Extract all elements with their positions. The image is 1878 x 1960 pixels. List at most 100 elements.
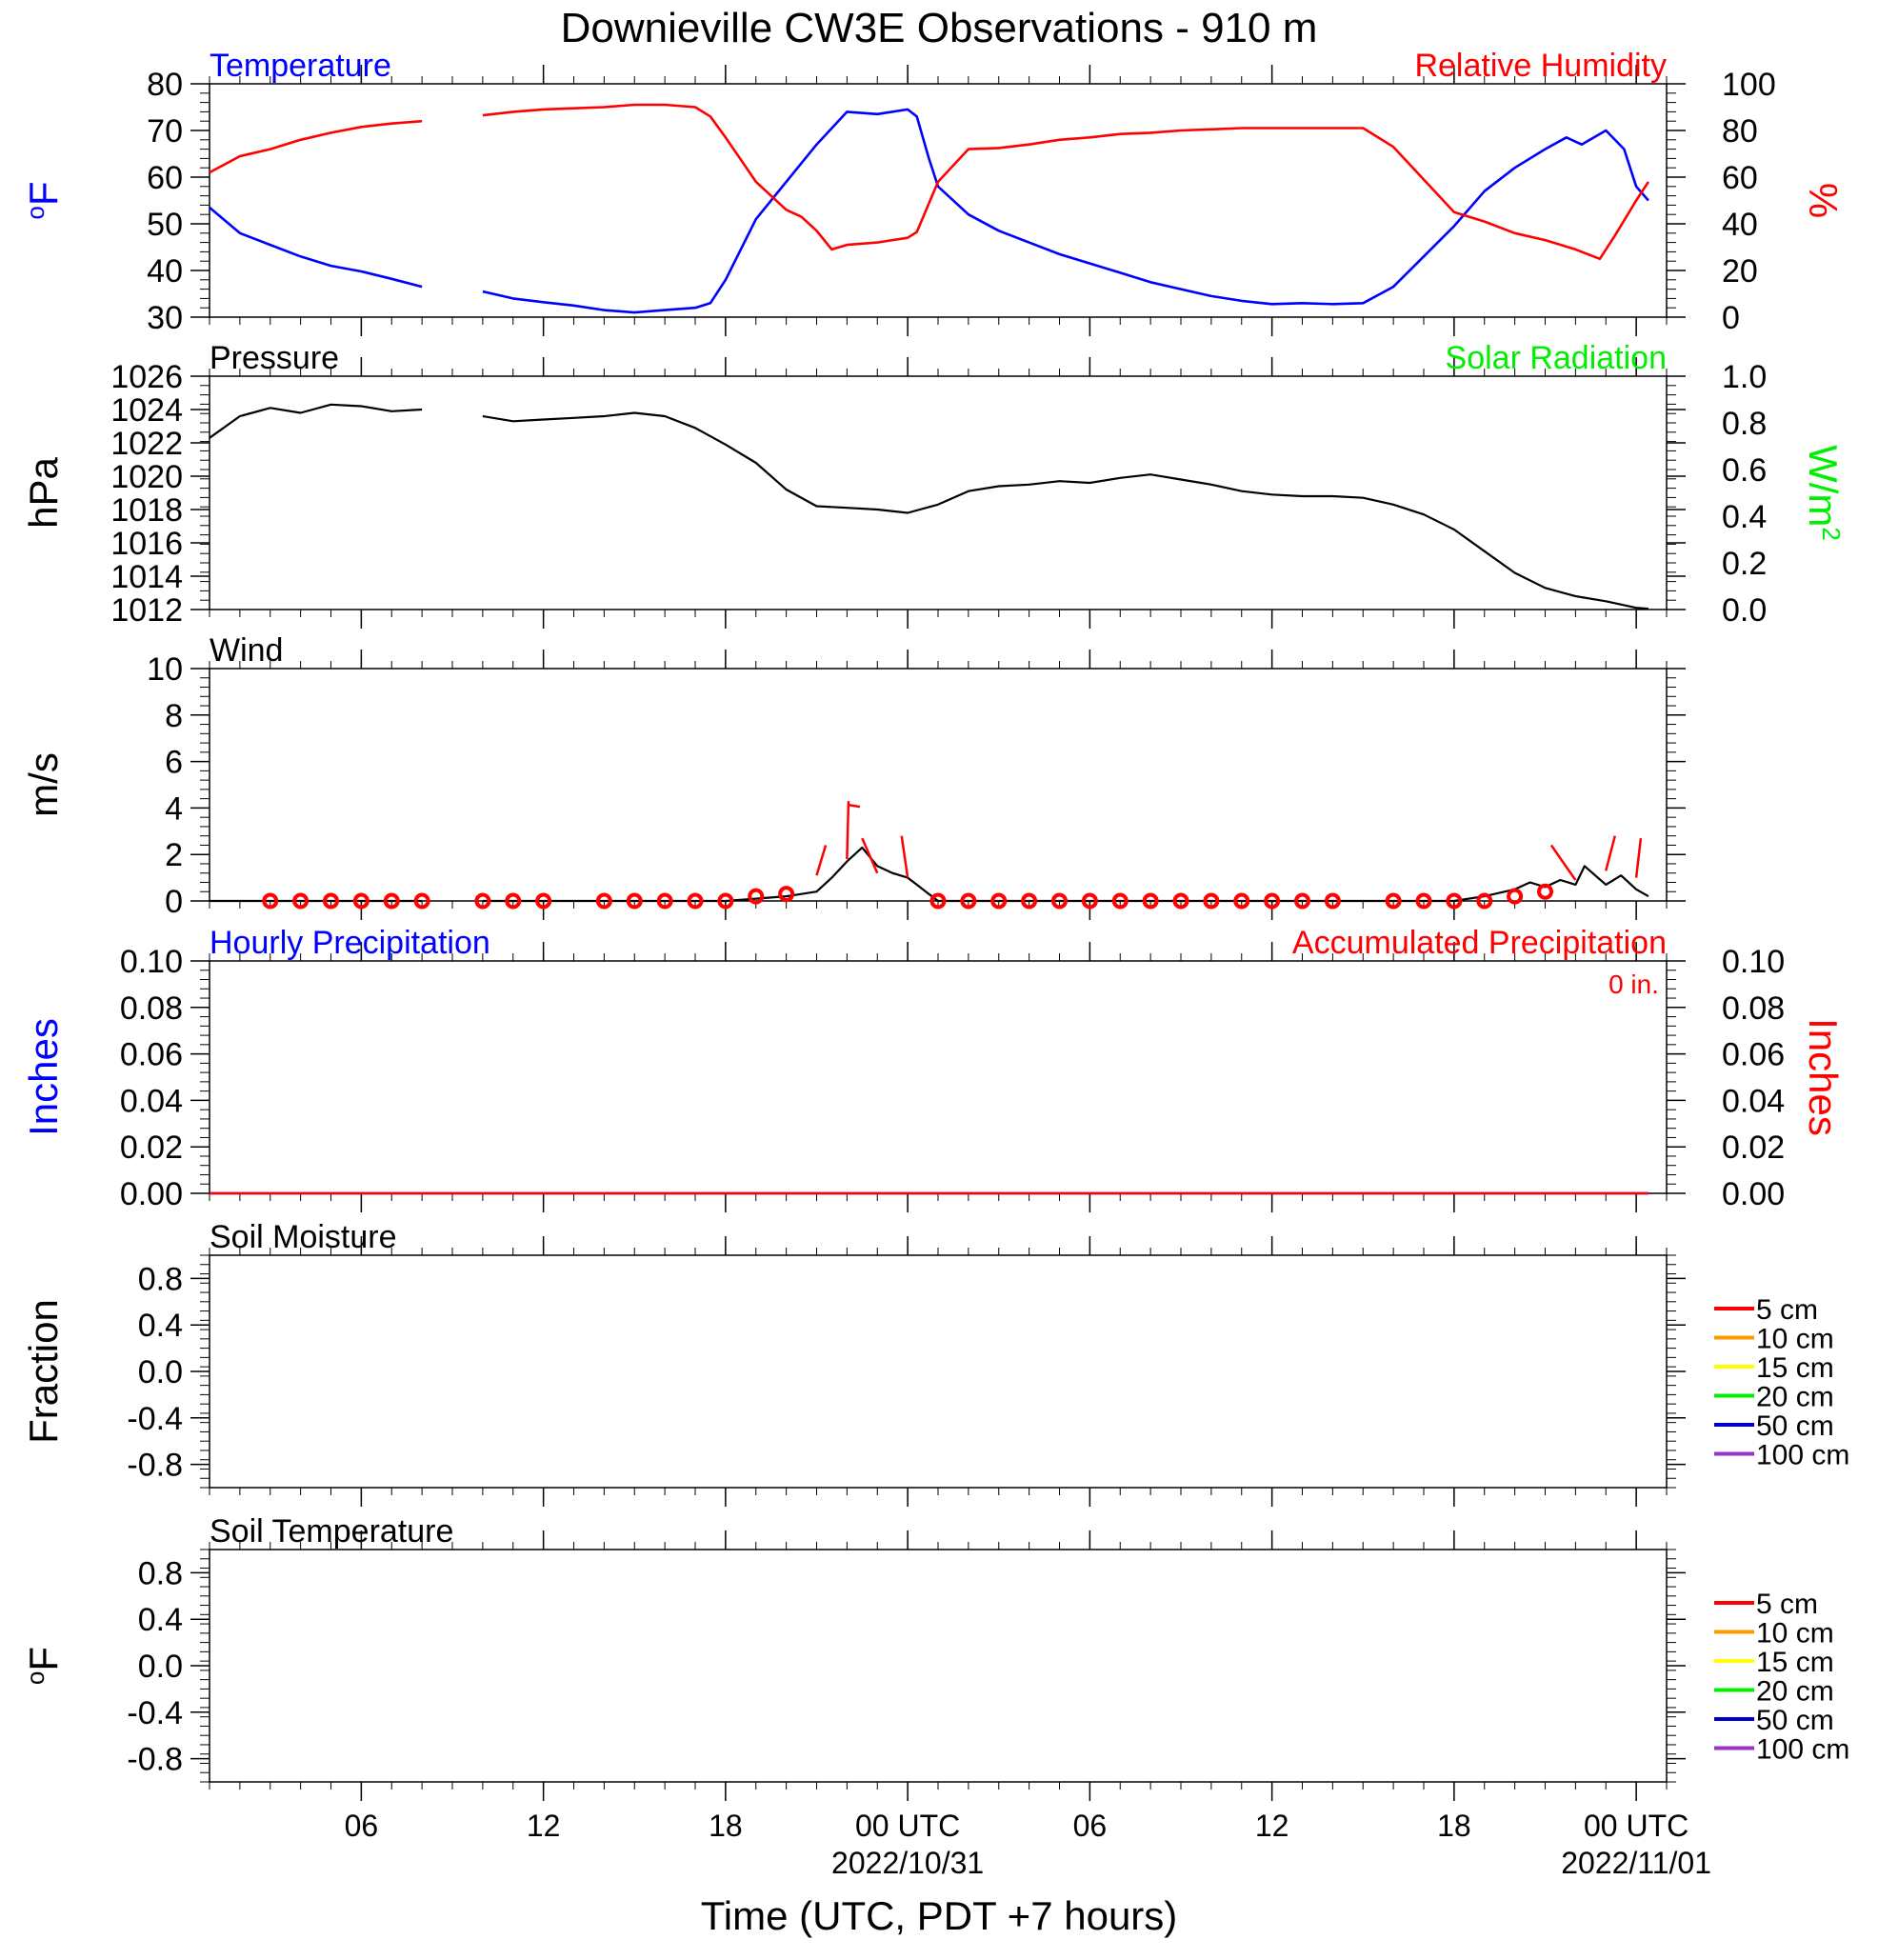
calm-wind-marker bbox=[352, 892, 370, 910]
legend-label: 100 cm bbox=[1756, 1734, 1849, 1766]
left-tick-label: 0.00 bbox=[120, 1176, 183, 1212]
calm-wind-marker bbox=[1233, 892, 1250, 910]
calm-wind-marker bbox=[505, 892, 522, 910]
left-tick-label: 0.4 bbox=[138, 1308, 183, 1344]
left-axis-label: Fraction bbox=[21, 1299, 66, 1444]
calm-wind-marker bbox=[1203, 892, 1220, 910]
plot-frame bbox=[209, 1254, 1668, 1489]
left-tick-label: 0.8 bbox=[138, 1555, 183, 1591]
panel-precip: 0.00 0.02 0.04 0.06 0.08 0.10 0.00 0.02 0.04 0.06… bbox=[21, 925, 1846, 1212]
calm-wind-marker bbox=[1294, 892, 1310, 910]
wind-barb-flag bbox=[848, 803, 861, 809]
panel-wind: 0 2 4 6 8 10 Wind m/s bbox=[21, 632, 1686, 920]
right-tick-label: 0.2 bbox=[1722, 546, 1767, 582]
calm-wind-marker bbox=[1111, 892, 1129, 910]
panel-right-title: Relative Humidity bbox=[1414, 48, 1667, 84]
legend-label: 10 cm bbox=[1756, 1618, 1834, 1650]
panel-right-title: Solar Radiation bbox=[1446, 340, 1667, 376]
wind-barb bbox=[900, 835, 909, 878]
right-tick-label: 0.6 bbox=[1722, 452, 1767, 489]
plot-frame bbox=[209, 1549, 1668, 1783]
wind-barb bbox=[1549, 844, 1577, 881]
plot-frame bbox=[209, 375, 1668, 610]
right-tick-label: 0.08 bbox=[1722, 990, 1785, 1027]
left-tick-label: -0.4 bbox=[127, 1401, 183, 1437]
calm-wind-marker bbox=[656, 892, 673, 910]
right-tick-label: 40 bbox=[1722, 207, 1758, 243]
left-axis-label: m/s bbox=[21, 752, 66, 817]
series-line-red bbox=[209, 103, 1649, 261]
left-tick-label: 0.02 bbox=[120, 1130, 183, 1166]
right-tick-label: 0.0 bbox=[1722, 592, 1767, 629]
left-tick-label: 50 bbox=[147, 207, 183, 243]
x-tick-label: 00 UTC bbox=[1584, 1809, 1688, 1843]
right-axis-label: % bbox=[1801, 183, 1846, 218]
left-tick-label: 2 bbox=[165, 837, 183, 873]
left-tick-label: 0.4 bbox=[138, 1602, 183, 1638]
calm-wind-marker bbox=[1081, 892, 1098, 910]
left-tick-label: 0.0 bbox=[138, 1649, 183, 1685]
calm-wind-marker bbox=[383, 892, 400, 910]
x-tick-label: 12 bbox=[527, 1809, 561, 1843]
panel-left-title: Temperature bbox=[210, 48, 391, 84]
plot-frame bbox=[209, 960, 1668, 1194]
left-tick-label: 1016 bbox=[110, 526, 183, 562]
series-line-black bbox=[210, 846, 1649, 903]
left-tick-label: 60 bbox=[147, 160, 183, 196]
right-tick-label: 0.00 bbox=[1722, 1176, 1785, 1212]
calm-wind-marker bbox=[929, 892, 947, 910]
calm-wind-marker bbox=[1385, 892, 1402, 910]
calm-wind-marker bbox=[1324, 892, 1341, 910]
left-tick-label: -0.4 bbox=[127, 1695, 183, 1731]
right-tick-label: 60 bbox=[1722, 160, 1758, 196]
panel-temp-rh: 30 40 50 60 70 80 0 20 40 60 80 100 Temperature Relat… bbox=[21, 48, 1846, 336]
wind-barb bbox=[846, 801, 850, 860]
legend-label: 50 cm bbox=[1756, 1410, 1834, 1442]
legend-label: 100 cm bbox=[1756, 1440, 1849, 1471]
calm-wind-marker bbox=[1446, 892, 1463, 910]
left-tick-label: 1024 bbox=[110, 392, 183, 429]
right-tick-label: 0.04 bbox=[1722, 1083, 1785, 1119]
wind-barb bbox=[815, 845, 828, 876]
left-tick-label: 0.04 bbox=[120, 1083, 183, 1119]
panel-left-title: Wind bbox=[210, 632, 283, 669]
series-line-black bbox=[209, 403, 1648, 610]
left-tick-label: 1014 bbox=[110, 559, 183, 595]
left-tick-label: 6 bbox=[165, 745, 183, 781]
right-tick-label: 80 bbox=[1722, 113, 1758, 150]
x-axis-title: Time (UTC, PDT +7 hours) bbox=[701, 1893, 1178, 1938]
right-axis-label: Inches bbox=[1801, 1018, 1846, 1136]
calm-wind-marker bbox=[262, 892, 279, 910]
legend-label: 5 cm bbox=[1756, 1589, 1818, 1620]
series-line-blue bbox=[209, 108, 1649, 314]
calm-wind-marker bbox=[1172, 892, 1189, 910]
right-tick-label: 0.10 bbox=[1722, 944, 1785, 980]
legend-label: 20 cm bbox=[1756, 1676, 1834, 1708]
left-axis-label: oF bbox=[21, 181, 66, 219]
calm-wind-marker bbox=[1415, 892, 1432, 910]
calm-wind-marker bbox=[413, 892, 430, 910]
left-tick-label: 0.8 bbox=[138, 1261, 183, 1297]
panel-right-title: Accumulated Precipitation bbox=[1292, 925, 1667, 961]
calm-wind-marker bbox=[717, 892, 734, 910]
right-axis-label: W/m2 bbox=[1801, 445, 1846, 541]
accumulated-total-annotation: 0 in. bbox=[1608, 970, 1659, 999]
left-tick-label: 1018 bbox=[110, 492, 183, 529]
left-tick-label: -0.8 bbox=[127, 1742, 183, 1778]
legend-label: 10 cm bbox=[1756, 1324, 1834, 1355]
calm-wind-marker bbox=[595, 892, 612, 910]
panel-left-title: Hourly Precipitation bbox=[210, 925, 490, 961]
calm-wind-marker bbox=[748, 888, 765, 905]
left-tick-label: 40 bbox=[147, 253, 183, 290]
calm-wind-marker bbox=[1142, 892, 1159, 910]
left-tick-label: 4 bbox=[165, 790, 183, 827]
left-axis-label: hPa bbox=[21, 456, 66, 528]
right-tick-label: 1.0 bbox=[1722, 359, 1767, 395]
right-tick-label: 100 bbox=[1722, 67, 1776, 103]
left-tick-label: 10 bbox=[147, 651, 183, 688]
